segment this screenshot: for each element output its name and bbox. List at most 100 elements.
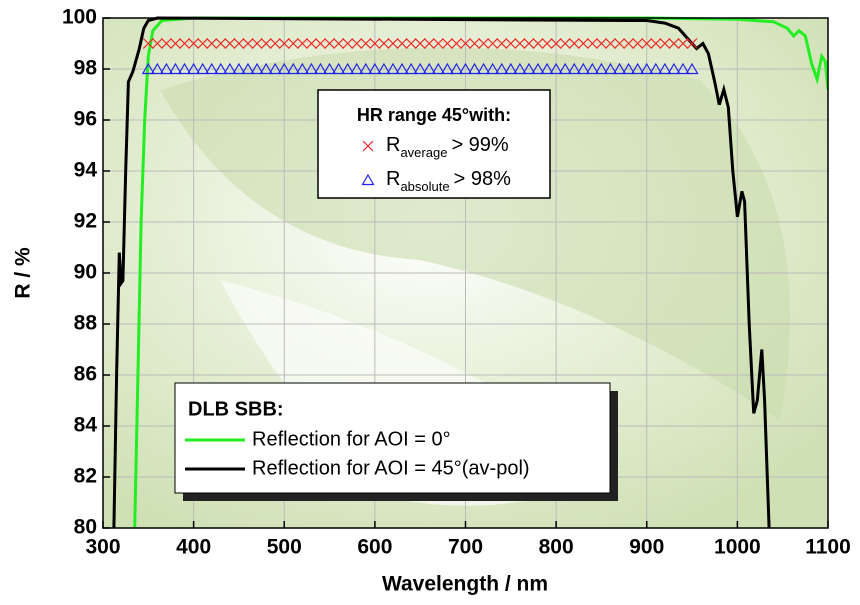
- x-marker: [342, 38, 354, 49]
- triangle-marker: [603, 62, 618, 75]
- triangle-marker: [141, 62, 155, 75]
- triangle-marker: [495, 62, 509, 75]
- triangle-marker: [205, 62, 219, 75]
- x-tick-label: 300: [85, 536, 120, 559]
- triangle-marker: [504, 62, 518, 75]
- x-marker: [514, 38, 526, 49]
- x-tick-label: 800: [539, 536, 574, 559]
- triangle-marker: [386, 62, 400, 75]
- triangle-marker: [549, 62, 563, 75]
- triangle-marker: [214, 62, 228, 75]
- x-marker: [650, 38, 662, 49]
- y-tick-label: 96: [74, 108, 97, 131]
- x-marker: [432, 38, 444, 49]
- x-marker: [596, 38, 607, 49]
- x-marker: [161, 38, 172, 49]
- x-marker: [677, 38, 689, 49]
- triangle-marker: [295, 62, 309, 75]
- x-marker: [614, 38, 625, 49]
- triangle-marker: [259, 62, 273, 75]
- x-marker: [550, 38, 562, 49]
- x-marker: [151, 38, 163, 49]
- triangle-marker: [558, 62, 572, 75]
- x-marker: [487, 38, 499, 49]
- x-marker: [505, 38, 517, 49]
- triangle-marker: [404, 62, 418, 75]
- triangle-marker: [431, 62, 445, 75]
- x-marker: [360, 38, 372, 49]
- x-marker: [568, 38, 580, 49]
- x-marker: [215, 38, 227, 49]
- x-marker: [577, 38, 589, 49]
- triangle-marker: [332, 62, 346, 75]
- x-marker: [423, 38, 435, 49]
- triangle-marker: [658, 62, 672, 75]
- triangle-marker: [622, 62, 636, 75]
- legend-label-suffix: > 99%: [451, 134, 508, 156]
- x-marker: [306, 38, 317, 49]
- triangle-marker: [585, 62, 599, 75]
- triangle-marker: [477, 62, 491, 75]
- x-marker: [362, 140, 374, 152]
- x-marker: [287, 38, 299, 49]
- x-marker: [405, 38, 417, 49]
- x-marker: [369, 38, 381, 49]
- x-marker: [559, 38, 571, 49]
- triangle-marker: [513, 62, 527, 75]
- x-tick-label: 900: [629, 536, 664, 559]
- legend-label: Reflection for AOI = 0°: [252, 428, 451, 450]
- triangle-marker: [178, 62, 192, 75]
- triangle-marker: [150, 62, 164, 75]
- x-marker: [532, 38, 544, 49]
- x-marker: [324, 38, 335, 49]
- triangle-marker: [576, 62, 590, 75]
- triangle-marker: [187, 62, 201, 75]
- triangle-marker: [649, 62, 663, 75]
- y-tick-label: 94: [74, 159, 98, 182]
- triangle-marker: [486, 62, 500, 75]
- y-tick-label: 80: [74, 516, 97, 539]
- triangle-marker: [413, 62, 427, 75]
- x-marker: [315, 38, 326, 49]
- x-marker: [441, 38, 453, 49]
- triangle-marker: [268, 62, 282, 75]
- x-marker: [224, 38, 236, 49]
- x-marker: [541, 38, 553, 49]
- legend-label-base: R: [386, 168, 400, 190]
- x-tick-label: 700: [448, 536, 483, 559]
- x-marker: [387, 38, 399, 49]
- x-marker: [206, 38, 218, 49]
- series-line: [133, 16, 828, 528]
- triangle-marker: [368, 62, 382, 75]
- x-marker: [188, 38, 200, 49]
- triangle-marker: [168, 62, 183, 75]
- x-marker: [469, 38, 480, 49]
- x-tick-label: 1100: [805, 536, 851, 559]
- legend-label: Rabsolute > 98%: [386, 168, 511, 194]
- triangle-marker: [685, 62, 699, 75]
- x-marker: [251, 38, 263, 49]
- plot-frame: [102, 17, 829, 529]
- triangle-marker: [313, 62, 328, 75]
- triangle-marker: [395, 62, 409, 75]
- triangle-marker: [377, 62, 391, 75]
- triangle-marker: [286, 62, 300, 75]
- x-marker: [142, 38, 154, 49]
- x-marker: [496, 38, 508, 49]
- triangle-marker: [277, 62, 291, 75]
- legend-box: [174, 382, 611, 494]
- x-marker: [632, 38, 644, 49]
- triangle-marker: [323, 62, 337, 75]
- y-tick-label: 84: [74, 414, 98, 437]
- triangle-marker: [468, 62, 482, 75]
- triangle-marker: [250, 62, 264, 75]
- triangle-marker: [223, 62, 237, 75]
- x-tick-label: 500: [267, 536, 302, 559]
- triangle-marker: [159, 62, 173, 75]
- triangle-marker: [540, 62, 554, 75]
- triangle-marker: [241, 62, 255, 75]
- y-tick-label: 86: [74, 363, 97, 386]
- y-tick-label: 90: [74, 261, 97, 284]
- legend-title: DLB SBB:: [188, 398, 284, 420]
